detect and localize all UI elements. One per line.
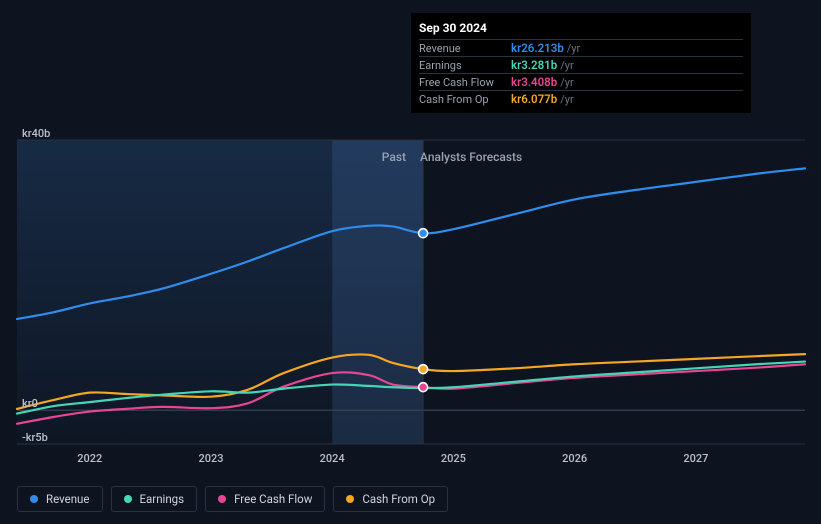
series-marker-free-cash-flow: [419, 383, 428, 392]
legend-dot-icon: [124, 495, 132, 503]
tooltip-row: Cash From Opkr6.077b/yr: [419, 90, 743, 107]
legend-label: Cash From Op: [362, 492, 435, 506]
tooltip-unit: /yr: [567, 42, 580, 55]
legend-item-cash-from-op[interactable]: Cash From Op: [333, 486, 448, 512]
legend-item-revenue[interactable]: Revenue: [17, 486, 103, 512]
legend-dot-icon: [218, 495, 226, 503]
tooltip-date: Sep 30 2024: [419, 19, 743, 39]
x-axis-label: 2024: [320, 452, 345, 465]
legend-label: Free Cash Flow: [234, 492, 312, 506]
tooltip-metric-value: kr3.281b: [511, 58, 557, 72]
x-axis-label: 2026: [562, 452, 587, 465]
tooltip-metric-value: kr6.077b: [511, 92, 557, 106]
chart-tooltip: Sep 30 2024 Revenuekr26.213b/yrEarningsk…: [411, 13, 751, 113]
tooltip-metric-label: Cash From Op: [419, 93, 511, 106]
series-marker-cash-from-op: [419, 365, 428, 374]
legend-label: Revenue: [46, 492, 90, 506]
y-axis-label: kr0: [22, 397, 38, 410]
tooltip-metric-label: Earnings: [419, 59, 511, 72]
tooltip-row: Free Cash Flowkr3.408b/yr: [419, 73, 743, 90]
y-axis-label: kr40b: [22, 127, 50, 140]
past-region-label: Past: [382, 150, 406, 164]
x-axis-label: 2027: [683, 452, 708, 465]
tooltip-unit: /yr: [560, 76, 573, 89]
tooltip-unit: /yr: [560, 59, 573, 72]
forecast-region-label: Analysts Forecasts: [420, 150, 522, 164]
series-marker-revenue: [419, 229, 428, 238]
x-axis-label: 2023: [198, 452, 223, 465]
tooltip-row: Revenuekr26.213b/yr: [419, 39, 743, 56]
x-axis-label: 2025: [441, 452, 466, 465]
tooltip-metric-label: Free Cash Flow: [419, 76, 511, 89]
tooltip-metric-label: Revenue: [419, 42, 511, 55]
x-axis-label: 2022: [77, 452, 102, 465]
y-axis-label: -kr5b: [22, 431, 48, 444]
legend-item-earnings[interactable]: Earnings: [111, 486, 198, 512]
tooltip-metric-value: kr3.408b: [511, 75, 557, 89]
legend-label: Earnings: [140, 492, 185, 506]
chart-legend: Revenue Earnings Free Cash Flow Cash From O…: [17, 486, 448, 512]
legend-item-free-cash-flow[interactable]: Free Cash Flow: [205, 486, 325, 512]
legend-dot-icon: [346, 495, 354, 503]
tooltip-row: Earningskr3.281b/yr: [419, 56, 743, 73]
tooltip-unit: /yr: [560, 93, 573, 106]
legend-dot-icon: [30, 495, 38, 503]
financials-forecast-chart: Sep 30 2024 Revenuekr26.213b/yrEarningsk…: [0, 0, 821, 524]
tooltip-metric-value: kr26.213b: [511, 41, 564, 55]
